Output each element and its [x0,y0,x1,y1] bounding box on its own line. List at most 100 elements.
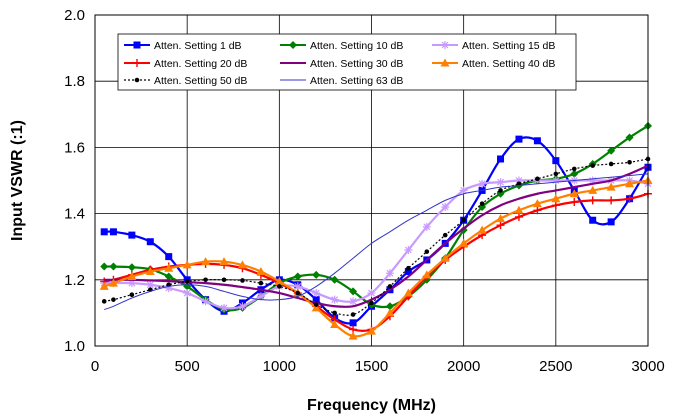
legend-item: Atten. Setting 30 dB [280,58,403,70]
data-point [625,194,634,203]
y-axis-title: Input VSWR (:1) [9,120,26,241]
data-point [569,189,579,198]
data-point [607,218,615,226]
data-point [349,297,358,306]
data-point [535,176,540,182]
data-point [552,157,560,165]
data-point [220,303,229,312]
data-point [274,276,284,285]
data-point [184,279,190,284]
data-point [221,277,227,283]
data-point [145,267,155,276]
legend-label: Atten. Setting 10 dB [310,40,403,52]
data-point [532,199,542,208]
data-point [133,41,141,49]
data-point [256,292,265,301]
data-point [533,206,542,215]
legend-item: Atten. Setting 20 dB [124,58,247,70]
data-point [183,289,192,298]
data-point [277,284,282,289]
data-point [533,137,541,145]
legend: Atten. Setting 1 dB Atten. Setting 10 dB A… [117,33,577,91]
data-point [515,135,523,143]
data-point [422,270,432,279]
data-point [164,284,173,293]
data-point [108,278,118,287]
data-point [313,302,319,307]
y-tick-label: 1.6 [64,139,85,156]
data-point [422,222,431,231]
data-point [385,302,394,311]
series-6 [99,176,653,340]
legend-label: Atten. Setting 15 dB [462,40,555,52]
legend-box [117,33,577,91]
data-point [237,260,247,269]
legend-label: Atten. Setting 30 dB [310,58,403,70]
data-point [590,163,595,168]
series-4 [100,189,652,334]
series-line [104,173,649,311]
data-point [551,201,560,210]
legend-item: Atten. Setting 63 dB [280,75,403,87]
data-point [496,214,506,223]
data-point [109,262,118,271]
data-point [442,232,448,238]
data-point [606,182,616,191]
data-point [625,133,634,142]
data-point [424,249,430,254]
data-point [165,253,173,261]
data-point [311,303,321,312]
data-point [551,194,561,203]
data-point [101,299,107,304]
x-tick-label: 0 [91,358,99,375]
data-point [459,238,469,247]
data-point [404,268,412,276]
data-point [256,267,266,276]
y-tick-label: 1.0 [64,338,85,355]
data-point [164,263,174,272]
data-point [459,186,468,195]
data-point [387,284,393,289]
legend-label: Atten. Setting 50 dB [154,75,247,87]
data-point [312,289,321,298]
data-point [182,260,192,269]
data-point [496,178,505,187]
series-8 [104,173,649,311]
data-point [312,296,320,304]
data-point [350,312,356,317]
data-point [479,201,485,206]
data-point [478,202,487,211]
x-tick-label: 500 [175,358,200,375]
data-point [588,185,598,194]
data-point [203,277,208,283]
data-point [627,159,632,165]
data-point [201,257,211,266]
data-point [100,228,108,236]
data-point [258,280,264,286]
data-point [367,326,376,335]
x-tick-label: 2500 [539,358,572,375]
data-point [129,292,135,297]
x-tick-label: 1500 [355,358,388,375]
data-point [99,281,109,290]
data-point [240,278,245,283]
data-point [440,58,450,67]
data-point [330,319,340,328]
legend-label: Atten. Setting 20 dB [154,58,247,70]
data-point [349,319,357,327]
data-point [332,310,337,316]
legend-label: Atten. Setting 40 dB [462,58,555,70]
x-tick-label: 3000 [631,358,664,375]
data-point [608,161,614,167]
data-point [100,262,109,271]
data-point [478,179,487,188]
data-point [164,272,173,281]
legend-item: Atten. Setting 50 dB [124,75,247,87]
data-point [551,176,560,185]
data-point [127,263,136,272]
x-tick-label: 1000 [263,358,296,375]
data-point [367,289,376,298]
data-point [348,331,358,340]
data-point [461,217,466,223]
data-point [146,280,155,289]
